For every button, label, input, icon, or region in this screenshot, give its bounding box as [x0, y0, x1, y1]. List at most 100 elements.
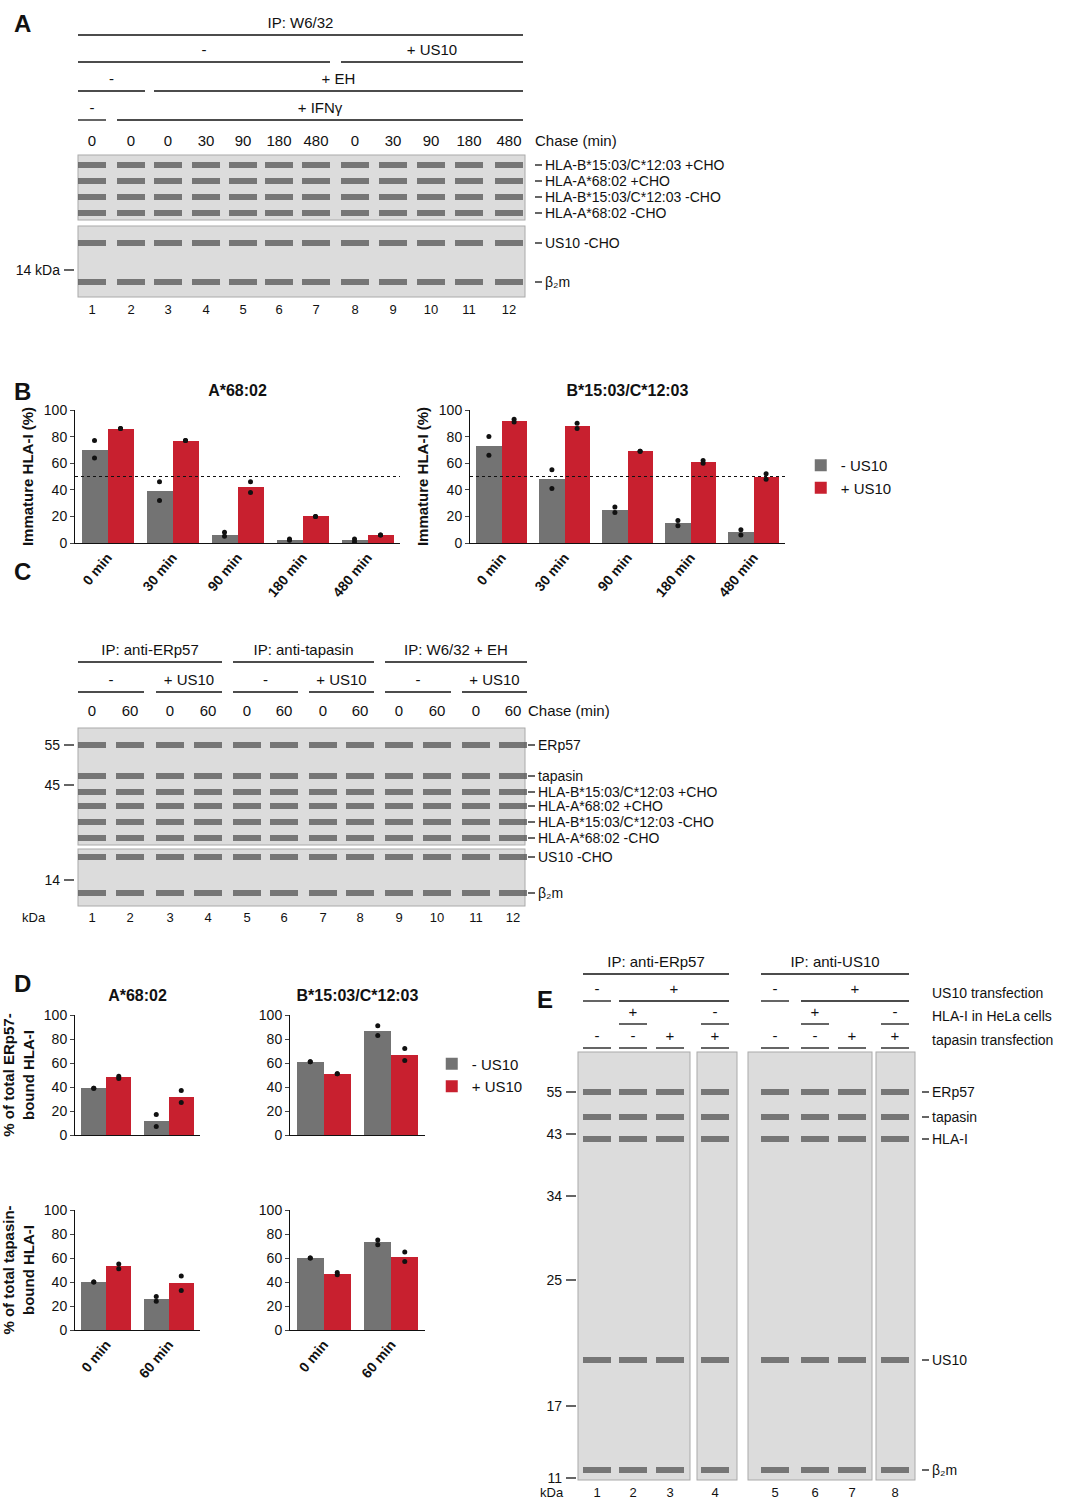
svg-text:8: 8: [891, 1485, 898, 1500]
svg-text:β₂m: β₂m: [538, 885, 563, 901]
svg-text:100: 100: [259, 1202, 283, 1218]
svg-text:HLA-B*15:03/C*12:03 -CHO: HLA-B*15:03/C*12:03 -CHO: [545, 189, 721, 205]
svg-text:0: 0: [319, 702, 327, 719]
svg-text:0: 0: [127, 132, 135, 149]
svg-text:A*68:02: A*68:02: [108, 987, 167, 1004]
svg-text:90: 90: [235, 132, 252, 149]
svg-text:% of total tapasin-bound HLA-I: % of total tapasin-bound HLA-I: [0, 1205, 37, 1334]
svg-text:1: 1: [88, 910, 95, 925]
svg-text:kDa: kDa: [540, 1485, 564, 1500]
svg-text:+ US10: + US10: [472, 1078, 522, 1095]
svg-text:40: 40: [447, 482, 463, 498]
svg-text:0: 0: [274, 1322, 282, 1338]
svg-text:5: 5: [771, 1485, 778, 1500]
svg-text:-: -: [713, 1003, 718, 1020]
svg-text:0: 0: [88, 132, 96, 149]
svg-text:B*15:03/C*12:03: B*15:03/C*12:03: [567, 382, 689, 399]
svg-text:0: 0: [472, 702, 480, 719]
svg-text:IP: anti-tapasin: IP: anti-tapasin: [253, 641, 353, 658]
svg-text:30 min: 30 min: [531, 550, 572, 594]
svg-text:100: 100: [259, 1007, 283, 1023]
svg-text:-: -: [773, 980, 778, 997]
svg-text:60: 60: [200, 702, 217, 719]
svg-text:-: -: [813, 1027, 818, 1044]
svg-text:IP: anti-ERp57: IP: anti-ERp57: [607, 953, 705, 970]
svg-text:60: 60: [276, 702, 293, 719]
svg-text:-: -: [595, 980, 600, 997]
svg-text:0 min: 0 min: [78, 1337, 114, 1375]
svg-text:0: 0: [59, 535, 67, 551]
svg-text:11: 11: [469, 910, 483, 925]
svg-text:-: -: [773, 1027, 778, 1044]
svg-text:60: 60: [267, 1250, 283, 1266]
svg-text:2: 2: [126, 910, 133, 925]
svg-text:80: 80: [52, 429, 68, 445]
svg-text:43: 43: [546, 1126, 562, 1142]
svg-text:0: 0: [395, 702, 403, 719]
svg-text:-: -: [631, 1027, 636, 1044]
svg-text:480: 480: [496, 132, 521, 149]
svg-text:8: 8: [356, 910, 363, 925]
svg-text:IP: anti-US10: IP: anti-US10: [790, 953, 879, 970]
svg-text:D: D: [14, 970, 31, 997]
svg-text:tapasin: tapasin: [932, 1109, 977, 1125]
svg-text:Immature HLA-I (%): Immature HLA-I (%): [414, 407, 431, 546]
svg-text:40: 40: [267, 1079, 283, 1095]
svg-text:100: 100: [44, 402, 68, 418]
svg-text:- US10: - US10: [841, 457, 888, 474]
svg-text:20: 20: [52, 1103, 68, 1119]
svg-text:-: -: [416, 671, 421, 688]
svg-text:B*15:03/C*12:03: B*15:03/C*12:03: [297, 987, 419, 1004]
svg-text:-: -: [109, 671, 114, 688]
svg-text:100: 100: [44, 1202, 68, 1218]
svg-text:14: 14: [44, 872, 60, 888]
svg-text:60 min: 60 min: [136, 1337, 177, 1381]
svg-text:40: 40: [52, 1079, 68, 1095]
svg-text:7: 7: [312, 302, 319, 317]
svg-text:+ US10: + US10: [164, 671, 214, 688]
svg-text:kDa: kDa: [22, 910, 46, 925]
svg-text:80: 80: [267, 1226, 283, 1242]
svg-text:30: 30: [385, 132, 402, 149]
svg-text:6: 6: [280, 910, 287, 925]
svg-text:+: +: [666, 1027, 675, 1044]
svg-text:9: 9: [389, 302, 396, 317]
svg-text:0: 0: [454, 535, 462, 551]
svg-text:60: 60: [505, 702, 522, 719]
svg-text:55: 55: [44, 737, 60, 753]
svg-text:20: 20: [267, 1103, 283, 1119]
svg-text:100: 100: [439, 402, 463, 418]
svg-text:40: 40: [267, 1274, 283, 1290]
svg-text:1: 1: [88, 302, 95, 317]
svg-text:US10 transfection: US10 transfection: [932, 985, 1043, 1001]
svg-text:20: 20: [267, 1298, 283, 1314]
svg-text:tapasin: tapasin: [538, 768, 583, 784]
svg-text:US10 -CHO: US10 -CHO: [545, 235, 620, 251]
svg-text:5: 5: [243, 910, 250, 925]
svg-text:4: 4: [204, 910, 211, 925]
svg-text:0: 0: [164, 132, 172, 149]
svg-text:A*68:02: A*68:02: [208, 382, 267, 399]
svg-text:180: 180: [266, 132, 291, 149]
svg-text:0: 0: [166, 702, 174, 719]
svg-text:60: 60: [52, 455, 68, 471]
svg-text:180: 180: [456, 132, 481, 149]
svg-text:-: -: [263, 671, 268, 688]
svg-text:60: 60: [52, 1250, 68, 1266]
svg-text:3: 3: [166, 910, 173, 925]
svg-text:IP: anti-ERp57: IP: anti-ERp57: [101, 641, 199, 658]
svg-text:β₂m: β₂m: [545, 274, 570, 290]
svg-text:20: 20: [52, 1298, 68, 1314]
svg-text:HLA-I: HLA-I: [932, 1131, 968, 1147]
svg-text:17: 17: [546, 1398, 562, 1414]
svg-text:80: 80: [52, 1226, 68, 1242]
svg-text:30: 30: [198, 132, 215, 149]
svg-text:60 min: 60 min: [358, 1337, 399, 1381]
svg-text:3: 3: [666, 1485, 673, 1500]
svg-text:90 min: 90 min: [594, 550, 635, 594]
svg-text:1: 1: [593, 1485, 600, 1500]
svg-text:- US10: - US10: [472, 1056, 519, 1073]
svg-text:HLA-B*15:03/C*12:03 +CHO: HLA-B*15:03/C*12:03 +CHO: [545, 157, 724, 173]
svg-text:HLA-A*68:02 -CHO: HLA-A*68:02 -CHO: [545, 205, 666, 221]
svg-text:60: 60: [267, 1055, 283, 1071]
